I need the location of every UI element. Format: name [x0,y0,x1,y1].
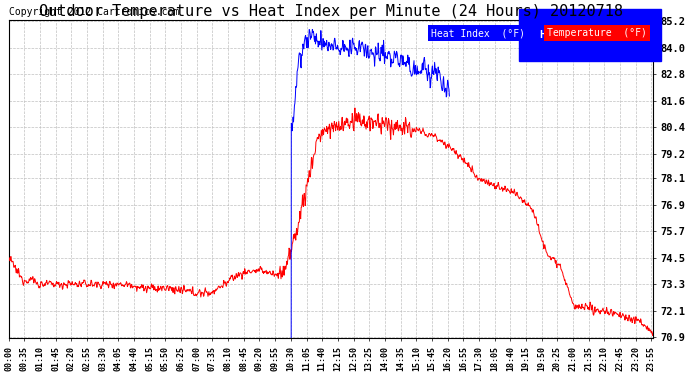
Text: Heat Index  (°F): Heat Index (°F) [431,28,525,38]
Title: Outdoor Temperature vs Heat Index per Minute (24 Hours) 20120718: Outdoor Temperature vs Heat Index per Mi… [39,4,623,19]
Text: Heat Index  (°F): Heat Index (°F) [540,30,640,40]
Text: Temperature  (°F): Temperature (°F) [547,28,647,38]
Text: Copyright 2012 Cartronics.com: Copyright 2012 Cartronics.com [9,7,179,17]
